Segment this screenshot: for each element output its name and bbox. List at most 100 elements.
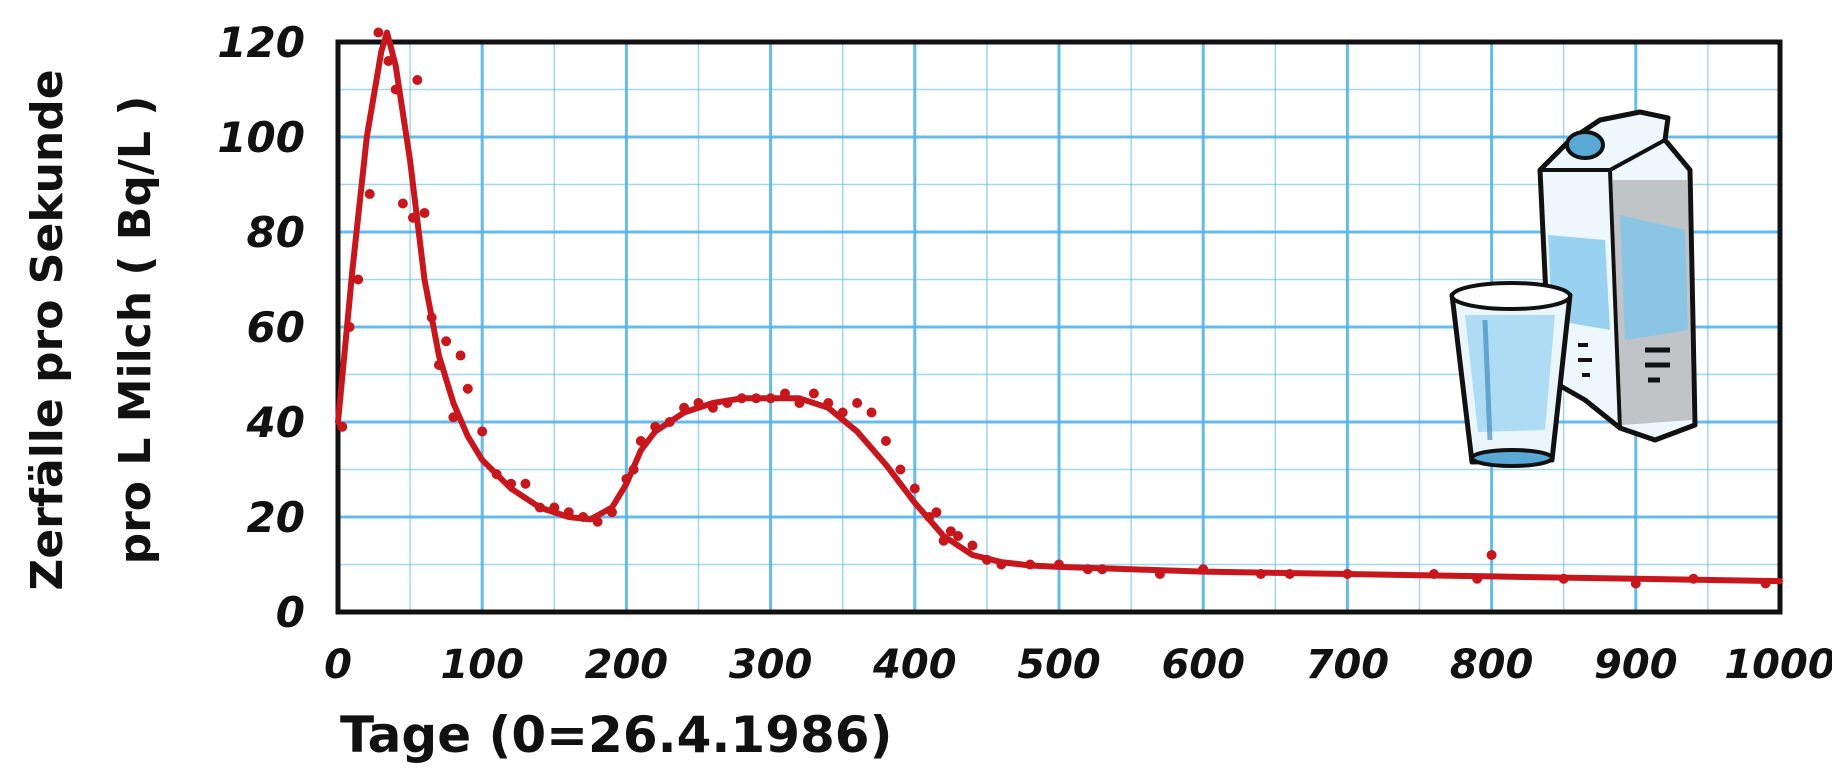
data-point xyxy=(419,208,430,218)
y-tick-label: 20 xyxy=(247,493,305,542)
data-point xyxy=(462,383,473,394)
x-tick-label: 700 xyxy=(1306,642,1390,688)
y-tick-label: 60 xyxy=(247,303,305,352)
data-point xyxy=(563,507,574,518)
data-point xyxy=(606,507,617,518)
x-tick-label: 900 xyxy=(1594,642,1678,688)
data-point xyxy=(1025,559,1036,570)
data-point xyxy=(441,336,452,347)
data-point xyxy=(433,360,444,370)
milk-carton-icon xyxy=(1537,109,1698,443)
data-point xyxy=(1198,564,1209,575)
x-tick-label: 0 xyxy=(324,642,352,688)
data-point xyxy=(364,189,375,199)
data-point xyxy=(794,398,805,408)
data-point xyxy=(383,56,394,66)
data-point xyxy=(520,478,531,489)
x-tick-label: 400 xyxy=(872,642,957,688)
data-point xyxy=(808,388,819,399)
data-point xyxy=(455,350,466,361)
data-point xyxy=(373,27,384,38)
y-tick-label: 40 xyxy=(246,398,305,447)
y-tick-label: 0 xyxy=(276,588,305,637)
data-point xyxy=(1486,550,1497,560)
data-point xyxy=(1082,564,1093,575)
data-point xyxy=(866,407,877,418)
data-point xyxy=(1284,569,1295,579)
data-point xyxy=(736,393,747,404)
x-tick-label: 1000 xyxy=(1724,642,1832,688)
data-point xyxy=(967,540,978,551)
x-tick-label: 600 xyxy=(1161,642,1245,688)
data-point xyxy=(693,398,704,408)
data-point xyxy=(491,469,502,480)
data-point xyxy=(1558,573,1569,584)
data-point xyxy=(1097,564,1108,575)
x-axis-ticks: 0 100 200 300 400 500 600 700 800 900 1000 xyxy=(324,642,1832,688)
y-tick-label: 80 xyxy=(247,208,305,257)
data-point xyxy=(852,398,863,408)
data-point xyxy=(945,526,956,537)
data-point xyxy=(650,421,661,432)
data-point xyxy=(353,274,364,285)
data-point xyxy=(635,436,646,446)
glass-of-milk-icon xyxy=(1449,281,1573,468)
x-tick-label: 500 xyxy=(1017,642,1101,688)
data-point xyxy=(390,84,401,95)
data-point xyxy=(1472,573,1483,584)
data-point xyxy=(1760,578,1771,589)
data-point xyxy=(448,412,459,423)
data-point xyxy=(621,474,632,484)
y-tick-label: 120 xyxy=(217,18,305,67)
x-tick-label: 800 xyxy=(1450,642,1534,688)
data-point xyxy=(1688,573,1699,584)
data-point xyxy=(1428,569,1439,579)
data-point xyxy=(765,393,776,404)
data-point xyxy=(707,402,718,413)
data-points xyxy=(337,27,1771,589)
data-point xyxy=(722,398,733,408)
data-point xyxy=(397,198,408,209)
y-axis-title-line2: pro L Milch ( Bq/L ) xyxy=(110,96,161,565)
x-tick-label: 100 xyxy=(440,642,524,688)
milk-illustration xyxy=(1449,109,1698,468)
data-point xyxy=(592,516,603,527)
data-point xyxy=(477,426,488,437)
data-point xyxy=(1342,569,1353,579)
data-point xyxy=(344,322,355,332)
data-point xyxy=(938,535,949,546)
x-axis-title: Tage (0=26.4.1986) xyxy=(340,706,892,764)
data-point xyxy=(981,554,992,565)
data-point xyxy=(780,388,791,399)
data-point xyxy=(996,559,1007,570)
data-point xyxy=(751,393,762,404)
data-point xyxy=(679,402,690,413)
data-point xyxy=(931,507,942,518)
data-point xyxy=(426,312,437,323)
data-point xyxy=(549,502,560,513)
data-point xyxy=(837,407,848,418)
data-point xyxy=(628,464,639,475)
data-point xyxy=(506,478,517,489)
data-point xyxy=(1154,569,1165,579)
data-point xyxy=(1630,578,1641,589)
x-tick-label: 200 xyxy=(585,642,669,688)
data-point xyxy=(578,512,589,522)
data-point xyxy=(1255,569,1266,579)
data-point xyxy=(880,436,891,446)
data-point xyxy=(895,464,906,475)
data-point xyxy=(407,212,418,223)
plot-frame xyxy=(335,39,1783,615)
x-tick-label: 300 xyxy=(729,642,813,688)
data-point xyxy=(664,417,675,427)
y-axis-ticks: 0 20 40 60 80 100 120 xyxy=(217,18,305,637)
data-point xyxy=(909,483,920,494)
y-tick-label: 100 xyxy=(217,113,305,162)
data-point xyxy=(1054,559,1064,570)
y-axis-title-line1: Zerfälle pro Sekunde xyxy=(22,69,73,590)
data-point xyxy=(534,502,545,513)
data-point xyxy=(823,398,834,408)
data-point xyxy=(412,75,423,85)
data-point xyxy=(953,531,964,541)
